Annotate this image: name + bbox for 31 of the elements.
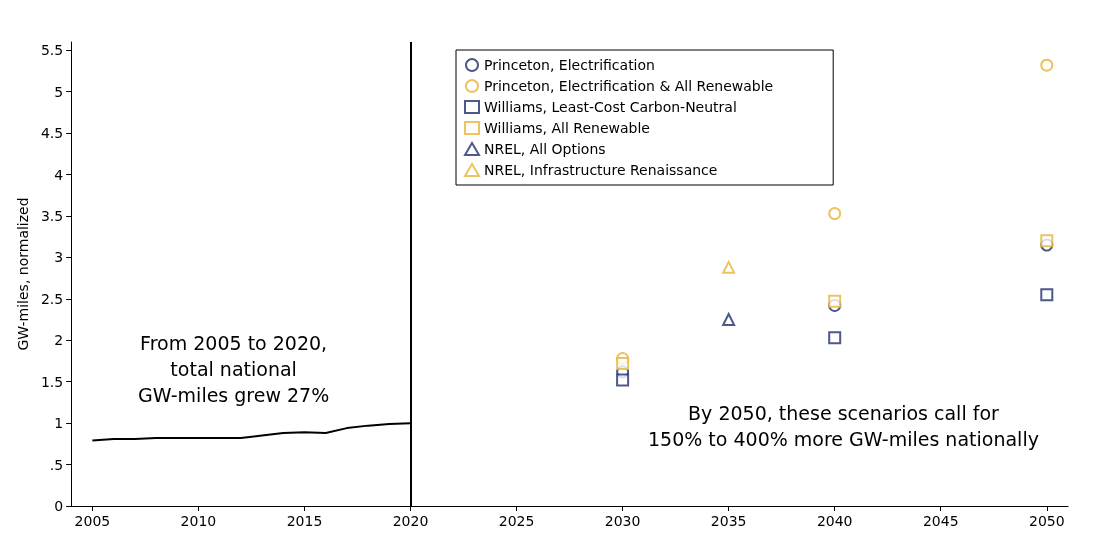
legend-label: Williams, All Renewable <box>484 120 650 136</box>
x-tick-label: 2045 <box>922 513 959 529</box>
legend-label: NREL, Infrastructure Renaissance <box>484 162 718 178</box>
x-tick-label: 2035 <box>710 513 747 529</box>
x-tick-label: 2050 <box>1028 513 1065 529</box>
y-tick-label: 2 <box>54 332 64 349</box>
y-tick-label: 5.5 <box>40 42 64 59</box>
legend-label: Williams, Least-Cost Carbon-Neutral <box>484 99 737 115</box>
y-tick-label: 3.5 <box>40 208 64 224</box>
x-tick-label: 2025 <box>498 513 535 529</box>
y-tick-label: 0 <box>54 498 64 514</box>
annotation: From 2005 to 2020, total national GW-miles grew 27% <box>138 332 330 406</box>
legend-label: Princeton, Electrification <box>484 57 655 73</box>
x-tick-label: 2030 <box>604 513 641 529</box>
x-tick-label: 2040 <box>816 513 853 529</box>
y-tick-label: 4.5 <box>40 125 64 142</box>
y-tick-label: 3 <box>54 249 64 266</box>
x-tick-label: 2005 <box>74 513 111 529</box>
y-tick-label: 2.5 <box>40 290 64 307</box>
legend-label: NREL, All Options <box>484 141 606 157</box>
x-tick-label: 2015 <box>286 513 323 529</box>
y-tick-label: 5 <box>54 83 64 100</box>
y-tick-label: .5 <box>49 456 64 473</box>
x-tick-label: 2020 <box>392 513 429 529</box>
y-tick-label: 4 <box>54 166 64 183</box>
annotation: By 2050, these scenarios call for 150% to 400% more GW-miles nationally <box>648 402 1039 450</box>
x-tick-label: 2010 <box>180 513 217 529</box>
y-tick-label: 1 <box>54 415 64 432</box>
y-axis-title: GW-miles, normalized <box>15 197 31 351</box>
legend-label: Princeton, Electrification & All Renewable <box>484 78 774 94</box>
y-tick-label: 1.5 <box>40 373 64 390</box>
